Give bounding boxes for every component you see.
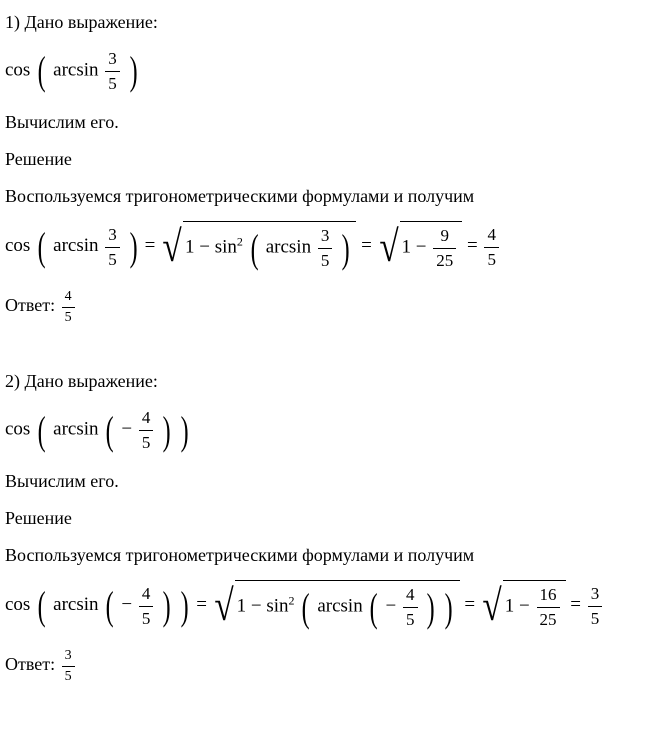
negative: − <box>121 419 132 440</box>
fraction: 3 5 <box>318 224 333 273</box>
denominator: 5 <box>62 667 75 687</box>
answer-label: Ответ: <box>5 295 55 315</box>
problem1-method: Воспользуемся тригонометрическими формул… <box>5 184 642 209</box>
problem2-solution-label: Решение <box>5 506 642 531</box>
denominator: 25 <box>537 608 560 632</box>
equals: = <box>145 236 156 257</box>
problem2-answer: Ответ: 3 5 <box>5 646 642 686</box>
denominator: 5 <box>484 248 499 272</box>
fraction: 3 5 <box>105 47 120 96</box>
lhs-arcsin: arcsin <box>53 595 98 616</box>
sqrt: √ 1 − 9 25 <box>377 221 463 273</box>
problem2-given: 2) Дано выражение: <box>5 369 642 394</box>
denominator: 5 <box>62 308 75 328</box>
numerator: 16 <box>537 583 560 608</box>
sqrt-content: 1 − 9 25 <box>400 221 463 273</box>
answer-label: Ответ: <box>5 654 55 674</box>
func-cos: cos <box>5 419 30 440</box>
equals: = <box>361 236 372 257</box>
numerator: 4 <box>139 406 154 431</box>
denominator: 5 <box>588 607 603 631</box>
denominator: 5 <box>403 608 418 632</box>
lhs-arcsin: arcsin <box>53 236 98 257</box>
sqrt: √ 1 − 16 25 <box>480 580 566 632</box>
lhs-cos: cos <box>5 236 30 257</box>
section-gap <box>5 339 642 369</box>
numerator: 9 <box>433 224 456 249</box>
problem1-solution-label: Решение <box>5 147 642 172</box>
numerator: 3 <box>318 224 333 249</box>
problem2-method: Воспользуемся тригонометрическими формул… <box>5 543 642 568</box>
func-arcsin: arcsin <box>53 60 98 81</box>
mid-arcsin: arcsin <box>266 237 311 258</box>
func-arcsin: arcsin <box>53 419 98 440</box>
fraction: 4 5 <box>139 406 154 455</box>
numerator: 4 <box>62 287 75 308</box>
problem2-compute: Вычислим его. <box>5 469 642 494</box>
fraction: 4 5 <box>139 582 154 631</box>
problem1-given: 1) Дано выражение: <box>5 10 642 35</box>
superscript: 2 <box>237 235 243 249</box>
problem1-expression: cos ( arcsin 3 5 ) <box>5 47 642 96</box>
problem2-expression: cos ( arcsin ( − 4 5 ) ) <box>5 406 642 455</box>
problem1-compute: Вычислим его. <box>5 110 642 135</box>
denominator: 5 <box>105 72 120 96</box>
rhs-prefix: 1 − <box>505 596 530 617</box>
fraction-result: 4 5 <box>484 223 499 272</box>
numerator: 4 <box>403 583 418 608</box>
mid-prefix: 1 − sin <box>185 237 237 258</box>
numerator: 3 <box>62 646 75 667</box>
sqrt-content: 1 − sin2 ( arcsin 3 5 ) <box>183 221 356 273</box>
denominator: 5 <box>139 431 154 455</box>
mid-prefix: 1 − sin <box>237 596 289 617</box>
sqrt-content: 1 − sin2 ( arcsin ( − 4 5 ) ) <box>235 580 460 632</box>
fraction: 4 5 <box>403 583 418 632</box>
lhs-cos: cos <box>5 595 30 616</box>
numerator: 4 <box>139 582 154 607</box>
answer-fraction: 4 5 <box>62 287 75 327</box>
func-cos: cos <box>5 60 30 81</box>
equals: = <box>467 236 478 257</box>
problem1-answer: Ответ: 4 5 <box>5 287 642 327</box>
denominator: 5 <box>139 607 154 631</box>
denominator: 5 <box>105 248 120 272</box>
sqrt: √ 1 − sin2 ( arcsin ( − 4 5 ) ) <box>212 580 460 632</box>
numerator: 3 <box>588 582 603 607</box>
equals: = <box>570 595 581 616</box>
negative: − <box>386 596 397 617</box>
rhs-prefix: 1 − <box>402 237 427 258</box>
sqrt-content: 1 − 16 25 <box>503 580 566 632</box>
fraction: 16 25 <box>537 583 560 632</box>
fraction: 9 25 <box>433 224 456 273</box>
denominator: 25 <box>433 249 456 273</box>
fraction: 3 5 <box>105 223 120 272</box>
answer-fraction: 3 5 <box>62 646 75 686</box>
numerator: 3 <box>105 47 120 72</box>
numerator: 3 <box>105 223 120 248</box>
negative: − <box>121 595 132 616</box>
mid-arcsin: arcsin <box>317 596 362 617</box>
problem1-equation: cos ( arcsin 3 5 ) = √ 1 − sin2 ( arcsin… <box>5 221 642 273</box>
equals: = <box>464 595 475 616</box>
denominator: 5 <box>318 249 333 273</box>
sqrt: √ 1 − sin2 ( arcsin 3 5 ) <box>160 221 356 273</box>
equals: = <box>196 595 207 616</box>
fraction-result: 3 5 <box>588 582 603 631</box>
numerator: 4 <box>484 223 499 248</box>
problem2-equation: cos ( arcsin ( − 4 5 ) ) = √ 1 − sin2 ( … <box>5 580 642 632</box>
superscript: 2 <box>289 594 295 608</box>
